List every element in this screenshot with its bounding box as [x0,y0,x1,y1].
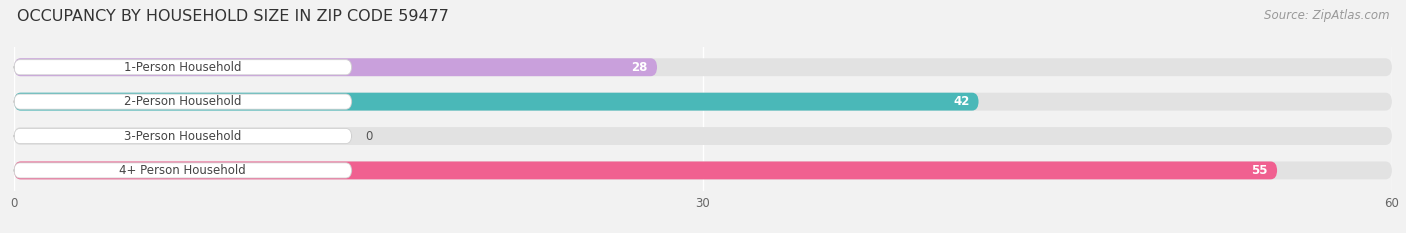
Text: 1-Person Household: 1-Person Household [124,61,242,74]
FancyBboxPatch shape [14,58,657,76]
FancyBboxPatch shape [14,127,1392,145]
Text: 2-Person Household: 2-Person Household [124,95,242,108]
FancyBboxPatch shape [14,128,352,144]
Text: 4+ Person Household: 4+ Person Household [120,164,246,177]
Text: 3-Person Household: 3-Person Household [124,130,242,143]
FancyBboxPatch shape [14,94,352,109]
Text: 28: 28 [631,61,648,74]
Text: 55: 55 [1251,164,1268,177]
FancyBboxPatch shape [14,161,1392,179]
FancyBboxPatch shape [14,58,1392,76]
Text: OCCUPANCY BY HOUSEHOLD SIZE IN ZIP CODE 59477: OCCUPANCY BY HOUSEHOLD SIZE IN ZIP CODE … [17,9,449,24]
FancyBboxPatch shape [14,161,1277,179]
Text: 42: 42 [953,95,969,108]
FancyBboxPatch shape [14,93,1392,111]
FancyBboxPatch shape [14,93,979,111]
FancyBboxPatch shape [14,60,352,75]
Text: Source: ZipAtlas.com: Source: ZipAtlas.com [1264,9,1389,22]
FancyBboxPatch shape [14,163,352,178]
Text: 0: 0 [366,130,373,143]
